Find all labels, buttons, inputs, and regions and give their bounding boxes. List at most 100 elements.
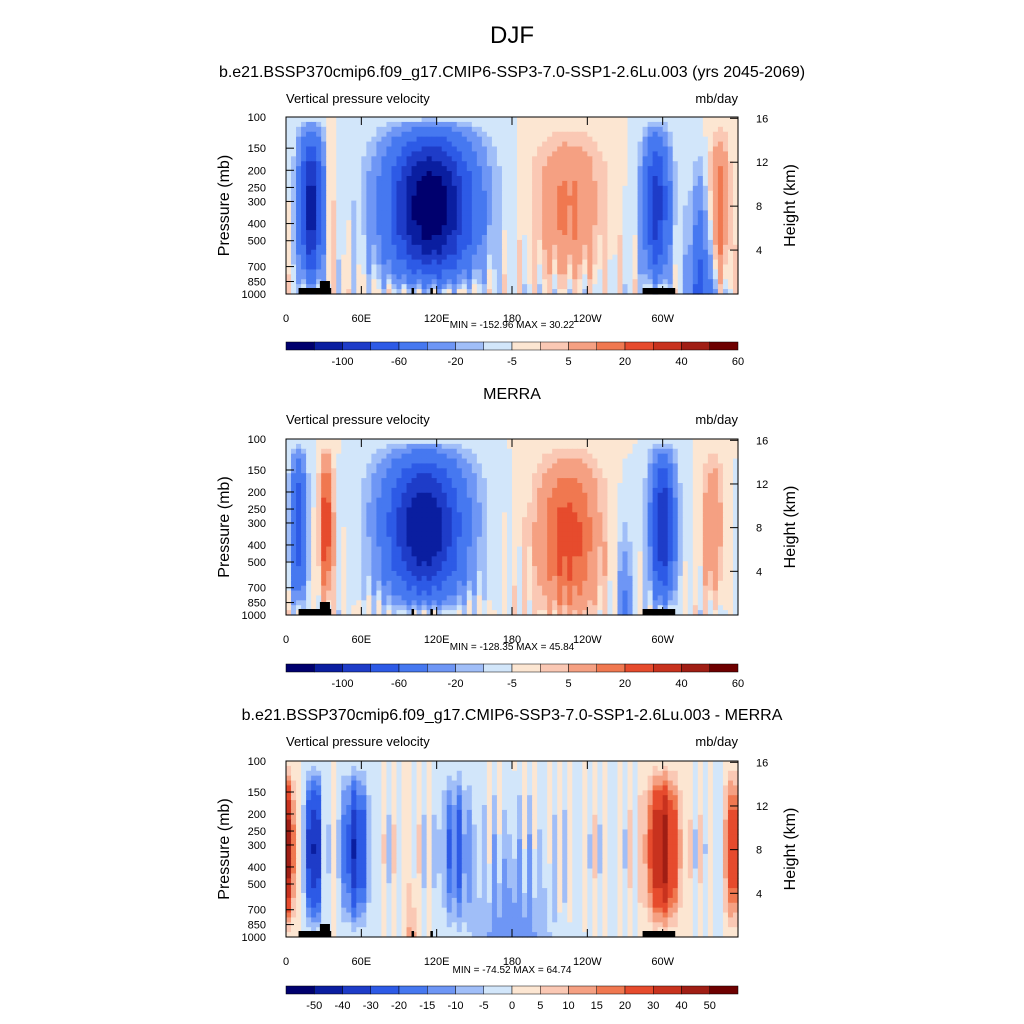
heatmap-cell bbox=[547, 220, 553, 226]
heatmap-cell bbox=[632, 483, 639, 489]
heatmap-cell bbox=[496, 230, 503, 236]
heatmap-cell bbox=[326, 210, 332, 216]
heatmap-cell bbox=[496, 225, 503, 231]
heatmap-cell bbox=[331, 151, 337, 157]
heatmap-cell bbox=[356, 185, 362, 192]
heatmap-cell bbox=[537, 259, 543, 266]
heatmap-cell bbox=[567, 190, 573, 197]
heatmap-cell bbox=[622, 453, 629, 460]
heatmap-cell bbox=[662, 522, 669, 528]
heatmap-cell bbox=[517, 151, 523, 157]
heatmap-cell bbox=[597, 487, 603, 494]
heatmap-cell bbox=[707, 502, 714, 509]
heatmap-cell bbox=[712, 463, 719, 469]
heatmap-cell bbox=[632, 274, 639, 280]
heatmap-cell bbox=[376, 274, 383, 280]
heatmap-cell bbox=[451, 289, 458, 295]
heatmap-cell bbox=[632, 249, 639, 256]
colorbar-label: -20 bbox=[448, 356, 464, 368]
heatmap-cell bbox=[286, 439, 292, 445]
heatmap-cell bbox=[607, 117, 614, 123]
heatmap-cell bbox=[722, 502, 729, 509]
heatmap-cell bbox=[351, 458, 357, 465]
heatmap-cell bbox=[446, 448, 453, 455]
heatmap-cell bbox=[522, 195, 528, 202]
heatmap-cell bbox=[396, 126, 403, 133]
heatmap-cell bbox=[602, 195, 609, 202]
heatmap-cell bbox=[577, 522, 583, 528]
heatmap-cell bbox=[396, 274, 403, 280]
heatmap-cell bbox=[617, 284, 624, 290]
heatmap-cell bbox=[732, 443, 739, 450]
heatmap-cell bbox=[386, 522, 393, 528]
heatmap-cell bbox=[662, 180, 669, 187]
heatmap-cell bbox=[491, 171, 498, 177]
heatmap-cell bbox=[657, 220, 664, 226]
heatmap-cell bbox=[732, 289, 739, 295]
heatmap-cell bbox=[356, 117, 362, 123]
heatmap-cell bbox=[426, 220, 433, 226]
heatmap-cell bbox=[532, 264, 538, 271]
heatmap-cell bbox=[421, 517, 428, 523]
heatmap-cell bbox=[557, 220, 563, 226]
heatmap-cell bbox=[481, 249, 488, 256]
heatmap-cell bbox=[607, 215, 614, 221]
heatmap-cell bbox=[527, 121, 533, 128]
heatmap-cell bbox=[552, 146, 558, 153]
heatmap-cell bbox=[316, 497, 322, 504]
heatmap-cell bbox=[386, 259, 393, 266]
heatmap-cell bbox=[431, 254, 438, 261]
heatmap-cell bbox=[602, 121, 609, 128]
heatmap-cell bbox=[707, 473, 714, 479]
heatmap-cell bbox=[557, 487, 563, 494]
heatmap-cell bbox=[401, 439, 408, 445]
heatmap-cell bbox=[421, 502, 428, 509]
heatmap-cell bbox=[376, 205, 383, 212]
heatmap-cell bbox=[597, 185, 603, 192]
heatmap-cell bbox=[637, 453, 644, 460]
heatmap-cell bbox=[491, 239, 498, 246]
heatmap-cell bbox=[712, 230, 719, 236]
heatmap-cell bbox=[632, 121, 639, 128]
heatmap-cell bbox=[436, 439, 443, 445]
heatmap-cell bbox=[632, 517, 639, 523]
heatmap-cell bbox=[697, 473, 704, 479]
heatmap-cell bbox=[406, 136, 413, 143]
heatmap-cell bbox=[401, 225, 408, 231]
heatmap-cell bbox=[441, 289, 448, 295]
heatmap-cell bbox=[481, 483, 488, 489]
heatmap-cell bbox=[431, 284, 438, 290]
heatmap-cell bbox=[496, 512, 503, 518]
heatmap-cell bbox=[522, 210, 528, 216]
heatmap-cell bbox=[451, 284, 458, 290]
heatmap-cell bbox=[542, 487, 548, 494]
heatmap-cell bbox=[336, 507, 342, 513]
heatmap-cell bbox=[672, 269, 679, 275]
heatmap-cell bbox=[366, 468, 372, 474]
heatmap-cell bbox=[642, 507, 649, 513]
heatmap-cell bbox=[637, 512, 644, 518]
heatmap-cell bbox=[476, 439, 483, 445]
heatmap-cell bbox=[491, 274, 498, 280]
heatmap-cell bbox=[587, 453, 593, 460]
heatmap-cell bbox=[336, 166, 342, 172]
heatmap-cell bbox=[592, 284, 598, 290]
heatmap-cell bbox=[602, 468, 609, 474]
heatmap-cell bbox=[416, 264, 423, 271]
heatmap-cell bbox=[577, 264, 583, 271]
heatmap-cell bbox=[687, 522, 694, 528]
heatmap-cell bbox=[547, 468, 553, 474]
heatmap-cell bbox=[346, 259, 352, 266]
heatmap-cell bbox=[421, 478, 428, 484]
heatmap-cell bbox=[637, 151, 644, 157]
y2-axis-title: Height (km) bbox=[782, 164, 799, 247]
heatmap-cell bbox=[532, 254, 538, 261]
heatmap-cell bbox=[722, 215, 729, 221]
heatmap-cell bbox=[491, 254, 498, 261]
heatmap-cell bbox=[421, 453, 428, 460]
heatmap-cell bbox=[481, 517, 488, 523]
heatmap-cell bbox=[316, 185, 322, 192]
heatmap-cell bbox=[622, 264, 629, 271]
heatmap-cell bbox=[577, 453, 583, 460]
heatmap-cell bbox=[632, 146, 639, 153]
